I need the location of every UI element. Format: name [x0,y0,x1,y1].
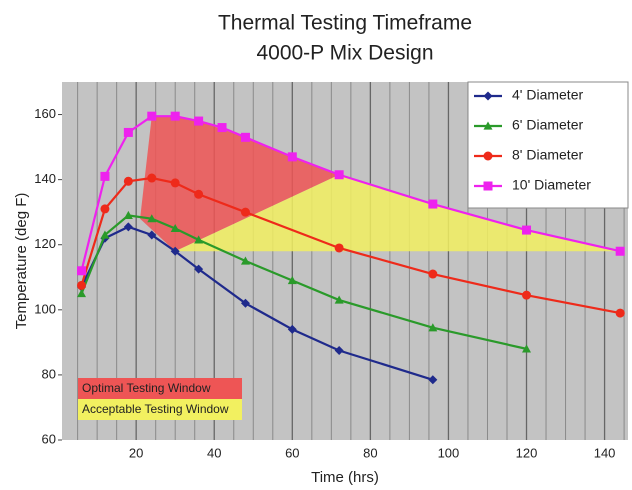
x-tick-label: 120 [516,445,538,460]
legend-label: 4' Diameter [512,87,583,103]
legend-label: 8' Diameter [512,147,583,163]
testing-window-region [175,174,621,252]
data-point [428,375,438,385]
data-point [147,173,157,183]
data-point [287,152,297,162]
data-point [334,170,344,180]
x-tick-label: 60 [285,445,299,460]
data-point [147,230,157,240]
x-tick-label: 40 [207,445,221,460]
data-point [194,189,204,199]
data-point [123,127,133,137]
y-tick-label: 120 [34,236,56,251]
data-point [334,346,344,355]
data-point [287,324,297,334]
data-point [170,111,180,121]
data-point [428,323,438,332]
data-point [77,280,87,290]
y-tick-label: 160 [34,106,56,121]
data-point [615,246,625,256]
data-point [77,266,87,276]
legend-swatch-marker [483,181,493,191]
data-point [240,132,250,142]
region-legend-swatch [78,399,242,420]
legend-label: 6' Diameter [512,117,583,133]
testing-window-region [140,116,340,252]
data-point [147,111,157,121]
data-point [100,230,110,239]
data-point [100,171,110,181]
x-tick-label: 80 [363,445,377,460]
data-point [123,222,133,232]
data-point [240,207,250,217]
data-point [147,214,157,223]
data-point [123,176,133,186]
legend-swatch-marker [483,91,493,101]
y-tick-label: 80 [42,366,56,381]
data-point [240,256,250,265]
data-point [334,243,344,253]
data-point [240,298,250,308]
data-point [194,116,204,126]
data-point [522,225,532,235]
legend-label: 10' Diameter [512,177,591,193]
y-axis-label: Temperature (deg F) [13,193,30,330]
x-tick-label: 140 [594,445,616,460]
x-tick-label: 20 [129,445,143,460]
chart-title: Thermal Testing Timeframe [218,12,472,35]
data-point [334,295,344,304]
region-legend-label: Acceptable Testing Window [82,402,229,416]
data-point [428,269,438,279]
x-axis-label: Time (hrs) [311,469,379,486]
data-point [100,204,110,214]
data-point [522,344,532,353]
chart-subtitle: 4000-P Mix Design [256,42,433,65]
x-tick-label: 100 [438,445,460,460]
data-point [194,264,204,274]
data-point [170,246,180,256]
y-tick-label: 100 [34,301,56,316]
data-point [194,235,204,244]
region-legend-swatch [78,378,242,399]
legend-swatch-marker [483,151,493,161]
data-point [287,276,297,285]
legend-swatch-marker [483,121,493,130]
data-point [615,308,625,318]
data-point [123,210,133,220]
data-point [217,123,227,133]
data-point [170,178,180,188]
region-legend-label: Optimal Testing Window [82,381,211,395]
data-point [77,289,87,298]
data-point [428,199,438,209]
data-point [170,223,180,233]
data-point [522,290,532,300]
y-tick-label: 140 [34,171,56,186]
series-line [80,225,434,381]
y-tick-label: 60 [42,431,56,446]
